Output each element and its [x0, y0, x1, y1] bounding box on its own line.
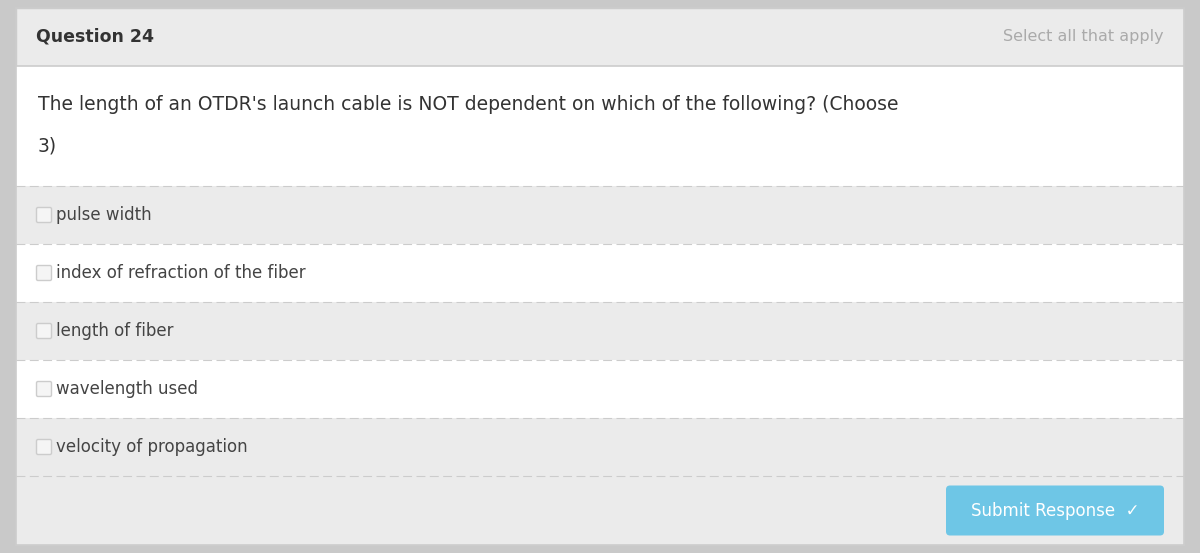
Text: Question 24: Question 24 — [36, 28, 154, 46]
Bar — [16, 476, 1184, 545]
FancyBboxPatch shape — [36, 207, 52, 222]
Text: length of fiber: length of fiber — [56, 322, 174, 340]
FancyBboxPatch shape — [946, 486, 1164, 535]
Bar — [16, 244, 1184, 302]
Text: Select all that apply: Select all that apply — [1003, 29, 1164, 44]
Bar — [16, 66, 1184, 186]
Text: 3): 3) — [38, 137, 58, 155]
Text: pulse width: pulse width — [56, 206, 151, 224]
Text: velocity of propagation: velocity of propagation — [56, 438, 247, 456]
FancyBboxPatch shape — [36, 324, 52, 338]
Bar — [16, 360, 1184, 418]
Text: index of refraction of the fiber: index of refraction of the fiber — [56, 264, 306, 282]
Text: Submit Response  ✓: Submit Response ✓ — [971, 502, 1139, 519]
FancyBboxPatch shape — [36, 382, 52, 397]
FancyBboxPatch shape — [36, 440, 52, 455]
Bar — [16, 418, 1184, 476]
Text: The length of an OTDR's launch cable is NOT dependent on which of the following?: The length of an OTDR's launch cable is … — [38, 95, 899, 113]
Text: wavelength used: wavelength used — [56, 380, 198, 398]
Bar — [16, 302, 1184, 360]
FancyBboxPatch shape — [36, 265, 52, 280]
Bar — [16, 186, 1184, 244]
